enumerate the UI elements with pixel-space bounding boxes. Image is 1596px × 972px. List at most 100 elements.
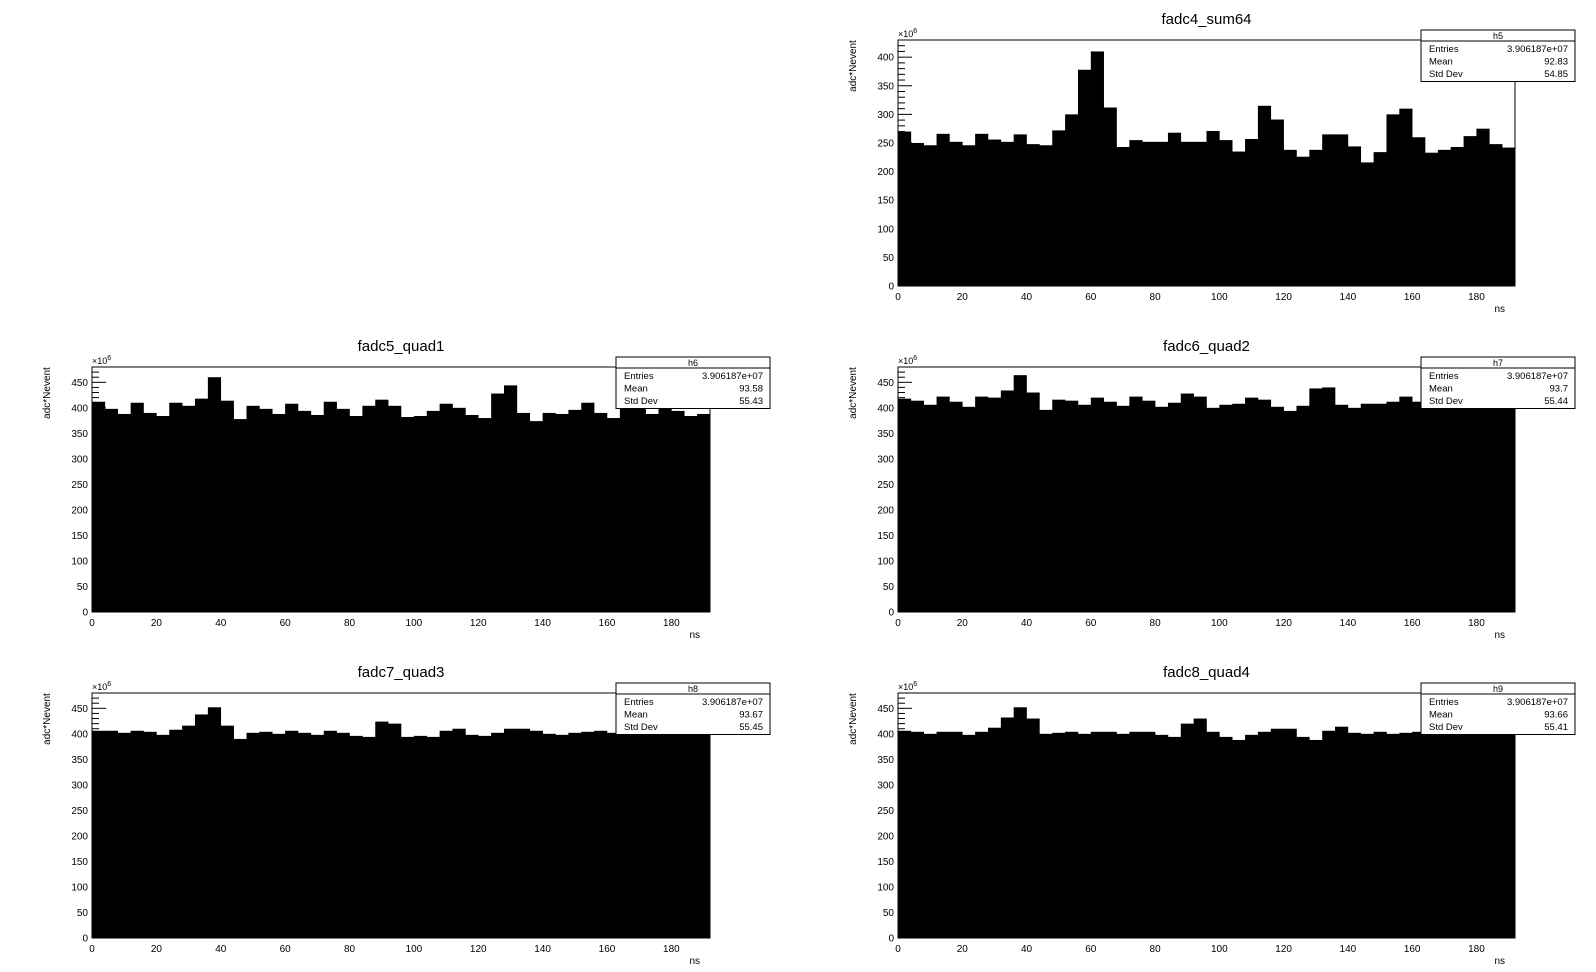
histogram-bin [478, 735, 492, 938]
histogram-bin [923, 145, 937, 286]
x-tick-label: 20 [957, 292, 969, 303]
histogram-bin [987, 139, 1002, 286]
histogram-bin [1052, 732, 1066, 938]
stats-row-label: Entries [624, 371, 654, 382]
histogram-bin [898, 131, 912, 286]
x-tick-label: 180 [663, 944, 680, 955]
y-tick-label: 200 [877, 505, 894, 516]
stats-row-value: 55.43 [739, 396, 763, 407]
y-tick-label: 150 [877, 531, 894, 542]
y-multiplier-label: ×106 [92, 355, 111, 366]
x-axis-title: ns [1494, 304, 1505, 315]
histogram-bin [452, 728, 466, 938]
histogram-bin [936, 396, 950, 612]
stats-row-label: Entries [1429, 44, 1459, 55]
y-axis-title: adc*Nevent [848, 40, 859, 92]
histogram-bin [516, 728, 531, 938]
stats-row-value: 93.58 [739, 384, 763, 395]
histogram-bin [1232, 403, 1246, 612]
y-tick-label: 100 [877, 556, 894, 567]
y-multiplier-label: ×106 [898, 681, 917, 692]
histogram-bin [1167, 132, 1182, 286]
histogram-bin [671, 732, 685, 938]
y-multiplier-exponent: 6 [913, 355, 917, 362]
histogram-bin [1193, 718, 1207, 938]
y-multiplier-base: ×10 [898, 682, 913, 692]
histogram-bin [220, 400, 234, 612]
histogram-bin [1065, 731, 1079, 938]
y-tick-label: 0 [888, 934, 894, 945]
histogram-bin [1463, 136, 1477, 286]
histogram-bin [143, 412, 157, 612]
histogram-bin [1399, 108, 1413, 287]
histogram-bin [1129, 140, 1143, 286]
histogram-bin [1167, 402, 1182, 612]
histogram-bin [1026, 392, 1040, 612]
y-tick-label: 150 [71, 531, 88, 542]
histogram-bin [1347, 407, 1362, 612]
chart-title: fadc4_sum64 [1161, 11, 1251, 28]
histogram-bin [1232, 739, 1246, 938]
y-tick-label: 0 [82, 608, 88, 619]
histogram-bin [975, 133, 989, 286]
stats-box-frame [1420, 29, 1576, 82]
histogram-bin [645, 731, 659, 938]
y-axis-title: adc*Nevent [848, 367, 859, 419]
x-tick-label: 80 [1150, 618, 1162, 629]
x-tick-label: 0 [895, 944, 901, 955]
x-tick-label: 140 [1340, 944, 1357, 955]
histogram-bin [272, 413, 286, 612]
histogram-bin [1065, 114, 1079, 286]
chart-title: fadc8_quad4 [1163, 664, 1250, 681]
histogram-bin [413, 735, 428, 938]
histogram-bin [1180, 723, 1194, 938]
x-tick-label: 160 [1404, 292, 1421, 303]
histogram-panel: fadc5_quad1 0 20 40 60 80 100 120 140 160 180 0 50 10… [42, 338, 771, 641]
histogram-bin [117, 732, 131, 938]
y-axis-title: adc*Nevent [42, 693, 53, 745]
y-multiplier-label: ×106 [898, 28, 917, 39]
x-tick-label: 0 [89, 944, 95, 955]
x-tick-label: 60 [280, 944, 292, 955]
y-multiplier-base: ×10 [898, 29, 913, 39]
stats-box-frame [615, 682, 771, 735]
histogram-bin [555, 413, 569, 612]
histogram-bin [259, 731, 273, 938]
histogram-bin [936, 731, 950, 938]
histogram-bin [529, 730, 543, 938]
histogram-bin [1309, 739, 1323, 938]
histogram-bin [504, 728, 518, 938]
y-tick-label: 250 [877, 138, 894, 149]
histogram-bin [1296, 736, 1310, 938]
histogram-bin [1245, 138, 1259, 286]
histogram-bin [1373, 403, 1387, 612]
x-axis-title: ns [689, 630, 700, 641]
histogram-bin [104, 408, 119, 612]
histogram-bin [1219, 140, 1233, 286]
stats-row-value: 54.85 [1544, 69, 1568, 80]
stats-box-name: h9 [1493, 684, 1503, 694]
histogram-bin [1013, 707, 1027, 938]
histogram-bin [349, 416, 363, 612]
histogram-panel: fadc8_quad4 0 20 40 60 80 100 120 140 160 180 0 50 10… [848, 664, 1576, 967]
histogram-bin [336, 408, 350, 612]
histogram-bin [1335, 404, 1349, 612]
y-multiplier-exponent: 6 [913, 28, 917, 35]
histogram-bin [619, 733, 634, 938]
histogram-bin [1502, 147, 1516, 286]
stats-row-label: Entries [624, 697, 654, 708]
histogram-bin [1437, 732, 1452, 938]
x-tick-label: 20 [957, 618, 969, 629]
histogram-bin [1386, 114, 1400, 286]
x-tick-label: 40 [215, 618, 227, 629]
histogram-bin [581, 402, 595, 612]
histogram-bin [1103, 401, 1117, 612]
histogram-bin [1489, 144, 1503, 286]
histogram-bin [568, 409, 582, 612]
x-tick-label: 140 [1340, 292, 1357, 303]
histogram-bin [1425, 733, 1439, 938]
stats-row-value: 93.7 [1550, 384, 1569, 395]
histogram-bin [923, 733, 937, 938]
histogram-bin [1167, 736, 1182, 938]
x-tick-label: 180 [1468, 292, 1485, 303]
